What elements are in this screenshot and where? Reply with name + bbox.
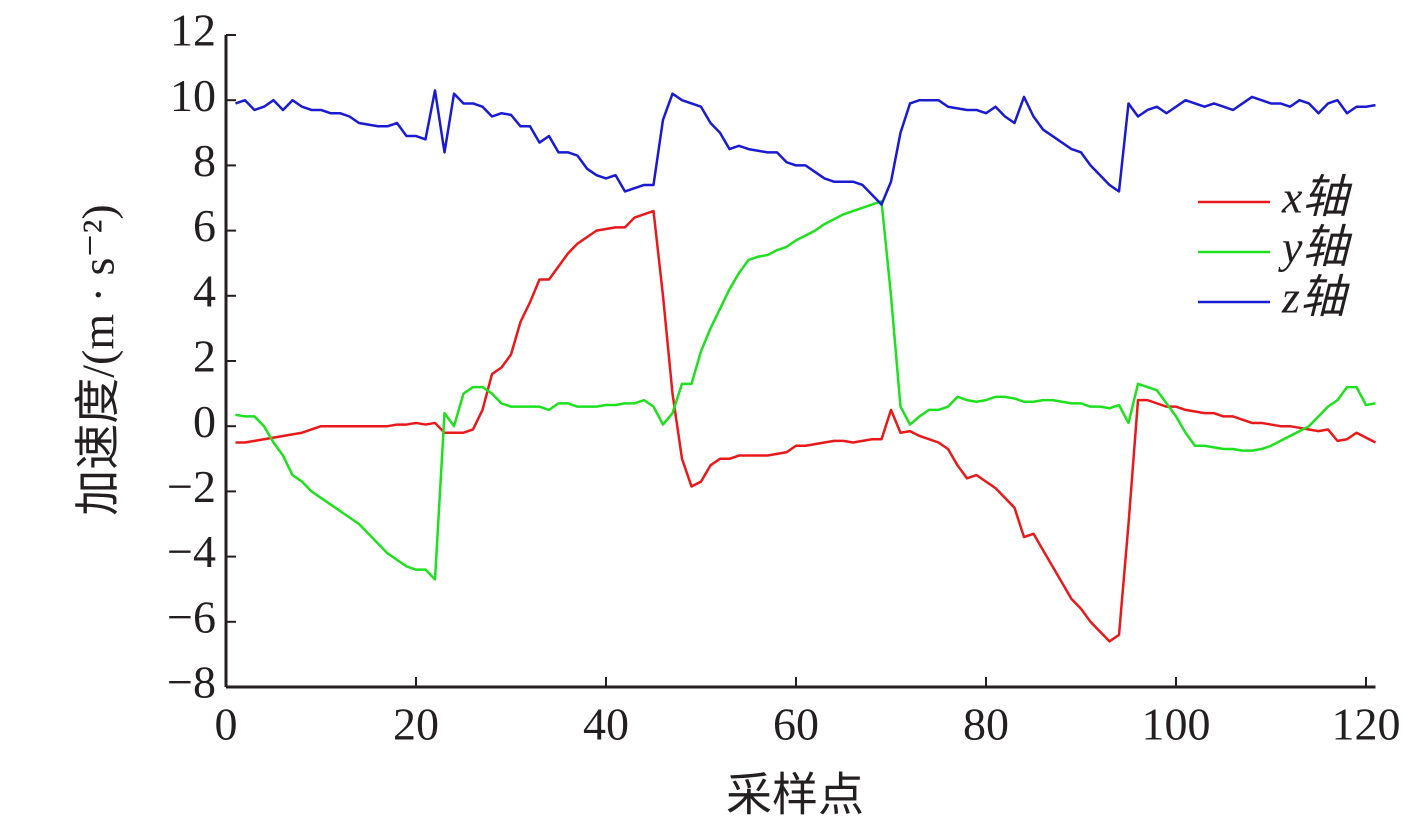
x-tick-label: 40 [583,699,629,750]
legend-label: y轴 [1278,222,1352,273]
y-tick-label: 10 [170,70,216,121]
data-line [235,89,1376,206]
legend-label: x轴 [1281,172,1352,223]
y-tick-label: −2 [167,461,216,512]
y-tick-label: 8 [193,135,216,186]
y-tick-label: 0 [193,396,216,447]
x-tick-label: 0 [215,699,238,750]
y-tick-label: 6 [193,200,216,251]
x-axis-label: 采样点 [726,770,864,821]
x-tick-label: 120 [1332,699,1401,750]
x-tick-label: 20 [393,699,439,750]
y-tick-label: 12 [170,5,216,56]
x-tick-label: 80 [963,699,1009,750]
x-tick-label: 60 [773,699,819,750]
y-tick-label: −6 [167,591,216,642]
data-line [235,209,1377,643]
y-tick-label: −8 [167,657,216,708]
legend-label: z轴 [1281,272,1350,323]
y-axis-label: 加速度/(m · s⁻²) [73,204,124,516]
data-line [235,200,1376,581]
y-tick-label: 4 [193,265,216,316]
y-tick-label: 2 [193,331,216,382]
y-tick-label: −4 [167,526,216,577]
x-tick-label: 100 [1142,699,1211,750]
